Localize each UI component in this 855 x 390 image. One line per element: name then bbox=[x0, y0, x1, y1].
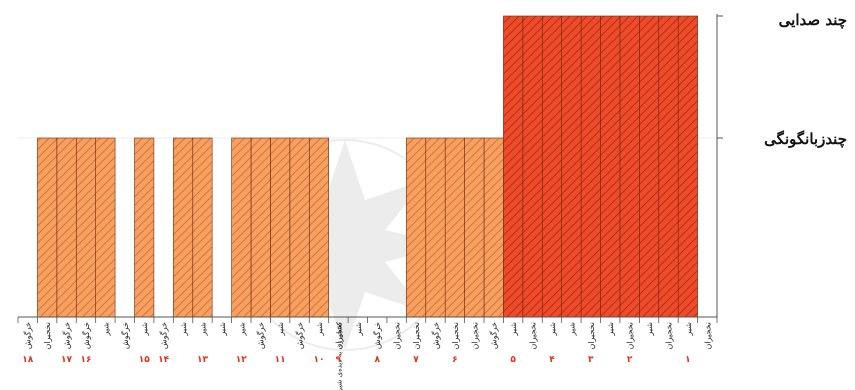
x-label-24: شیر bbox=[237, 322, 246, 337]
x-label-20: شیر bbox=[315, 322, 324, 337]
x-label-27: شیر bbox=[179, 322, 188, 337]
group-index-8: ۴ bbox=[549, 355, 555, 365]
x-labels-layer: نخجیران شیر نخجیران شیر نخجیران شیر نخجیران شیر… bbox=[23, 322, 713, 350]
bar-14 bbox=[425, 137, 446, 318]
bar-24 bbox=[231, 137, 252, 318]
bar-23 bbox=[250, 137, 271, 318]
x-label-12: نخجیران bbox=[470, 322, 479, 349]
group-index-4: ۲ bbox=[627, 355, 633, 365]
bar-3 bbox=[639, 15, 660, 318]
note-index-0: ۹ bbox=[336, 355, 342, 365]
group-index-6: ۳ bbox=[588, 355, 594, 365]
group-index-28: ۱۴ bbox=[158, 355, 169, 365]
x-label-25: شیر bbox=[218, 322, 227, 337]
bar-32 bbox=[75, 137, 96, 318]
x-label-26: شیر bbox=[198, 322, 207, 337]
bar-5 bbox=[600, 15, 621, 318]
x-label-13: نخجیران bbox=[451, 322, 460, 349]
x-label-33: خرگوش bbox=[62, 322, 72, 349]
x-label-28: خرگوش bbox=[159, 322, 169, 349]
x-label-8: شیر bbox=[548, 322, 557, 337]
x-label-16: نخجیران bbox=[393, 322, 402, 349]
x-label-14: خرگوش bbox=[430, 322, 440, 349]
x-label-23: خرگوش bbox=[256, 322, 266, 349]
bar-8 bbox=[541, 15, 562, 318]
group-index-13: ۶ bbox=[452, 355, 458, 365]
bar-6 bbox=[580, 15, 601, 318]
group-index-26: ۱۳ bbox=[197, 355, 208, 365]
bar-9 bbox=[522, 15, 543, 318]
x-label-15: نخجیران bbox=[412, 322, 421, 349]
x-label-1: شیر bbox=[684, 322, 693, 337]
bar-13 bbox=[444, 137, 465, 318]
x-label-34: نخجیران bbox=[43, 322, 52, 349]
x-label-32: خرگوش bbox=[81, 322, 91, 349]
x-label-35: خرگوش bbox=[23, 322, 33, 349]
bar-31 bbox=[95, 137, 116, 318]
x-label-31: شیر bbox=[101, 322, 110, 337]
bar-10 bbox=[503, 15, 524, 318]
bar-26 bbox=[192, 137, 213, 318]
bars-layer bbox=[37, 15, 698, 318]
bar-34 bbox=[37, 137, 58, 318]
group-index-17: ۸ bbox=[374, 355, 380, 365]
bar-21 bbox=[289, 137, 310, 318]
bar-15 bbox=[406, 137, 427, 318]
bar-27 bbox=[173, 137, 194, 318]
x-label-22: شیر bbox=[276, 322, 285, 337]
x-label-6: نخجیران bbox=[587, 322, 596, 349]
group-index-24: ۱۲ bbox=[236, 355, 247, 365]
bar-7 bbox=[561, 15, 582, 318]
bar-1 bbox=[677, 15, 698, 318]
x-label-2: نخجیران bbox=[664, 322, 673, 349]
group-index-29: ۱۵ bbox=[139, 355, 150, 365]
bar-29 bbox=[134, 137, 155, 318]
x-label-10: شیر bbox=[509, 322, 518, 337]
x-label-19: نخجیران bbox=[334, 322, 343, 349]
note-label-0: کشاورزی به دیده‌ی شیر bbox=[335, 321, 343, 390]
bar-20 bbox=[308, 137, 329, 318]
x-label-17: خرگوش bbox=[372, 322, 382, 349]
x-label-18: شیر bbox=[354, 322, 363, 337]
x-label-7: شیر bbox=[567, 322, 576, 337]
group-index-35: ۱۸ bbox=[22, 355, 33, 365]
x-label-11: خرگوش bbox=[489, 322, 499, 349]
x-label-4: نخجیران bbox=[626, 322, 635, 349]
group-index-20: ۱۰ bbox=[313, 355, 324, 365]
bar-22 bbox=[270, 137, 291, 318]
group-index-32: ۱۶ bbox=[80, 355, 91, 365]
x-ticks-layer bbox=[17, 317, 718, 323]
x-label-29: شیر bbox=[140, 322, 149, 337]
group-index-33: ۱۷ bbox=[61, 355, 72, 365]
bar-33 bbox=[56, 137, 77, 318]
y-level-label-multilingualism: چندزبانگونگی bbox=[764, 130, 847, 148]
x-label-9: نخجیران bbox=[529, 322, 538, 349]
bar-2 bbox=[658, 15, 679, 318]
x-label-3: شیر bbox=[645, 322, 654, 337]
bar-12 bbox=[464, 137, 485, 318]
group-index-22: ۱۱ bbox=[275, 355, 286, 365]
group-index-10: ۵ bbox=[510, 355, 516, 365]
group-index-15: ۷ bbox=[413, 355, 419, 365]
x-label-0: نخجیران bbox=[703, 322, 712, 349]
bar-4 bbox=[619, 15, 640, 318]
y-level-label-polyphony: چند صدایی bbox=[778, 11, 847, 29]
x-label-5: شیر bbox=[606, 322, 615, 337]
x-label-21: خرگوش bbox=[295, 322, 305, 349]
bar-11 bbox=[483, 137, 504, 318]
group-index-1: ۱ bbox=[685, 355, 691, 365]
x-label-30: خرگوش bbox=[120, 322, 130, 349]
